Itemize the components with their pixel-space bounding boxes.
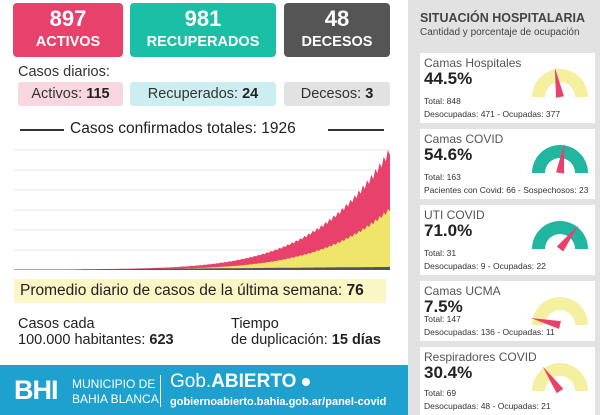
daily-recuperados-value: 24 [242,86,259,102]
title-rule-right [328,129,384,131]
hospital-panel: SITUACIÓN HOSPITALARIA Cantidad y porcen… [408,0,600,415]
card-percent: 44.5% [424,69,473,88]
card-detail: Desocupadas: 136 - Ocupadas: 11 [424,327,555,337]
gob-logo-text: Gob. [170,371,212,392]
hospital-card: UTI COVID 71.0% Total: 31 Desocupadas: 9 - … [420,205,595,275]
card-total: Total: 163 [424,172,461,182]
card-total: Total: 848 [424,96,461,106]
card-name: Respiradores COVID [424,350,537,364]
gauge-needle [530,317,561,329]
gauge-track [532,221,588,249]
daily-decesos: Decesos: 3 [284,82,390,106]
hospital-card: Camas Hospitales 44.5% Total: 848 Desocupad… [420,53,595,123]
card-detail: Desocupadas: 9 - Ocupadas: 22 [424,261,546,271]
daily-activos: Activos: 115 [18,82,123,106]
doubling-time-line1: Tiempo [231,316,279,332]
chart-title: Casos confirmados totales: 1926 [70,120,296,137]
gauge-track [532,145,588,173]
dot-icon [301,377,310,386]
panel-title: SITUACIÓN HOSPITALARIA [420,11,586,25]
card-percent: 30.4% [424,363,473,382]
cases-per-100k-line1: Casos cada [18,316,95,332]
doubling-time-line2: de duplicación: [231,332,328,348]
card-total: Total: 147 [424,314,461,324]
kpi-decesos-value: 48 [324,6,350,31]
gob-abierto-logo: Gob.ABIERTO [170,371,310,393]
kpi-activos-label: ACTIVOS [35,34,101,50]
cases-per-100k: Casos cada 100.000 habitantes: 623 [18,316,174,348]
daily-activos-label: Activos: [31,86,83,102]
bh-logo: BHI [14,375,58,405]
kpi-recuperados-label: RECUPERADOS [146,34,260,50]
kpi-activos: 897 ACTIVOS [13,3,123,57]
footer-divider [160,375,161,407]
area-decesos [14,266,390,270]
kpi-decesos-label: DECESOS [301,34,373,50]
hospital-card: Camas COVID 54.6% Total: 163 Pacientes con … [420,129,595,199]
title-rule-left [20,129,64,131]
gauge-icon [532,363,588,394]
gauge-track [532,69,588,97]
card-percent: 71.0% [424,221,473,240]
card-name: Camas UCMA [424,284,501,298]
area-recuperados [14,209,390,270]
card-name: Camas Hospitales [424,56,522,70]
kpi-recuperados: 981 RECUPERADOS [130,3,276,57]
weekly-average-value: 76 [346,282,364,299]
doubling-time: Tiempo de duplicación: 15 días [231,316,381,348]
card-total: Total: 31 [424,248,457,258]
gauge-needle [554,67,564,98]
weekly-average-label: Promedio diario de casos de la última se… [20,282,343,299]
municipio-line1: MUNICIPIO DE [72,377,156,391]
card-percent: 54.6% [424,145,473,164]
daily-title: Casos diarios: [18,64,110,80]
gauge-icon [532,143,588,174]
gauge-track [532,363,588,391]
gauge-icon [530,297,588,329]
gauge-needle [556,143,565,174]
panel-covid-link[interactable]: gobiernoabierto.bahia.gob.ar/panel-covid [170,396,387,408]
gauge-track [532,297,588,325]
gauge-icon [532,221,588,252]
card-total: Total: 69 [424,388,457,398]
doubling-time-value: 15 días [331,332,381,348]
cases-chart [14,149,390,270]
hospital-card: Respiradores COVID 30.4% Total: 69 Desocupa… [420,347,595,415]
cases-per-100k-value: 623 [149,332,174,348]
card-detail: Desocupadas: 471 - Ocupadas: 377 [424,109,561,119]
daily-decesos-value: 3 [365,86,374,102]
card-detail: Pacientes con Covid: 66 - Sospechosos: 2… [424,185,589,195]
gauge-needle [542,366,564,394]
card-name: Camas COVID [424,132,504,146]
kpi-recuperados-value: 981 [184,6,222,31]
daily-decesos-label: Decesos: [300,86,362,102]
kpi-decesos: 48 DECESOS [284,3,390,57]
card-detail: Desocupadas: 48 - Ocupadas: 21 [424,401,551,411]
gauge-needle [556,225,579,252]
municipio-line2: BAHIA BLANCA [72,392,159,406]
footer: BHI MUNICIPIO DE BAHIA BLANCA Gob.ABIERT… [0,365,408,415]
daily-activos-value: 115 [86,86,110,102]
card-percent: 7.5% [424,297,463,316]
panel-subtitle: Cantidad y porcentaje de ocupación [420,27,580,38]
kpi-activos-value: 897 [49,6,87,31]
abierto-logo-text: ABIERTO [211,371,297,392]
weekly-average: Promedio diario de casos de la última se… [14,279,386,303]
cases-per-100k-line2: 100.000 habitantes: [18,332,146,348]
hospital-card: Camas UCMA 7.5% Total: 147 Desocupadas: 136… [420,281,595,341]
gauge-icon [532,67,588,98]
daily-recuperados: Recuperados: 24 [130,82,276,106]
daily-recuperados-label: Recuperados: [147,86,239,102]
card-name: UTI COVID [424,208,485,222]
